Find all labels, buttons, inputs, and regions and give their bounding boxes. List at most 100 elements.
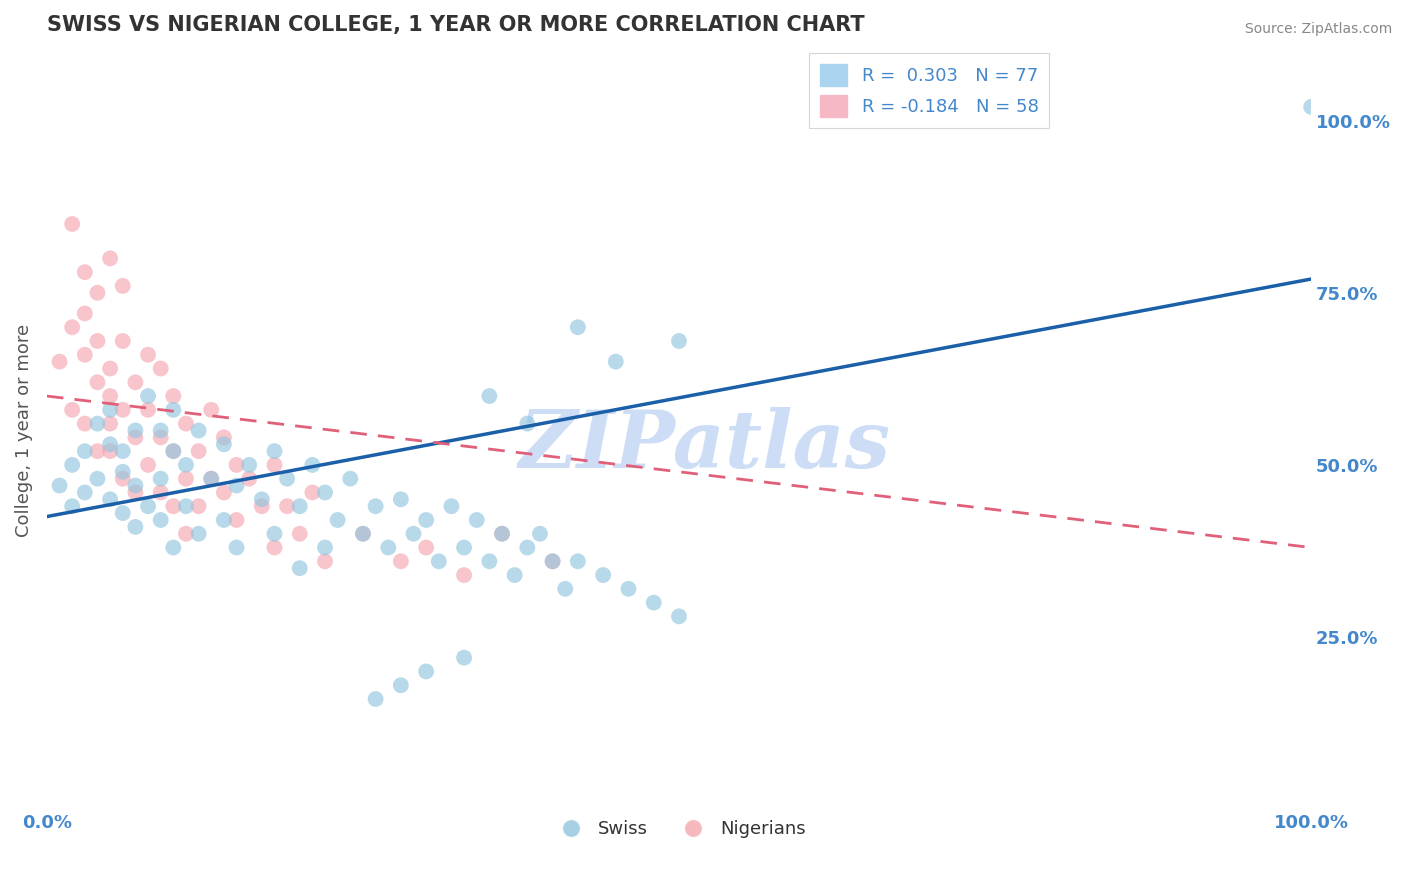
Point	[149, 361, 172, 376]
Point	[162, 541, 184, 555]
Point	[529, 526, 551, 541]
Point	[276, 500, 298, 514]
Point	[465, 513, 488, 527]
Point	[187, 424, 209, 438]
Point	[402, 526, 425, 541]
Point	[617, 582, 640, 596]
Point	[149, 513, 172, 527]
Point	[149, 485, 172, 500]
Point	[174, 458, 197, 472]
Point	[554, 582, 576, 596]
Point	[200, 472, 222, 486]
Point	[162, 402, 184, 417]
Legend: Swiss, Nigerians: Swiss, Nigerians	[546, 814, 813, 846]
Point	[288, 500, 311, 514]
Point	[60, 500, 83, 514]
Point	[541, 554, 564, 568]
Point	[98, 402, 121, 417]
Point	[174, 500, 197, 514]
Point	[415, 665, 437, 679]
Point	[225, 458, 247, 472]
Point	[162, 444, 184, 458]
Point	[124, 376, 146, 390]
Point	[136, 402, 159, 417]
Point	[377, 541, 399, 555]
Point	[314, 485, 336, 500]
Point	[516, 541, 538, 555]
Point	[605, 354, 627, 368]
Point	[73, 306, 96, 320]
Point	[415, 541, 437, 555]
Point	[225, 478, 247, 492]
Point	[86, 334, 108, 348]
Point	[60, 320, 83, 334]
Point	[98, 252, 121, 266]
Point	[98, 361, 121, 376]
Point	[124, 520, 146, 534]
Point	[225, 541, 247, 555]
Point	[187, 444, 209, 458]
Point	[60, 402, 83, 417]
Point	[643, 596, 665, 610]
Point	[238, 458, 260, 472]
Point	[503, 568, 526, 582]
Point	[111, 334, 134, 348]
Point	[98, 389, 121, 403]
Y-axis label: College, 1 year or more: College, 1 year or more	[15, 324, 32, 537]
Point	[111, 402, 134, 417]
Point	[73, 417, 96, 431]
Point	[478, 554, 501, 568]
Point	[111, 465, 134, 479]
Point	[73, 444, 96, 458]
Point	[162, 389, 184, 403]
Point	[453, 650, 475, 665]
Point	[187, 500, 209, 514]
Point	[263, 541, 285, 555]
Point	[339, 472, 361, 486]
Point	[86, 417, 108, 431]
Point	[288, 561, 311, 575]
Point	[263, 526, 285, 541]
Point	[174, 526, 197, 541]
Point	[250, 492, 273, 507]
Point	[48, 478, 70, 492]
Point	[212, 437, 235, 451]
Point	[98, 437, 121, 451]
Point	[136, 458, 159, 472]
Point	[415, 513, 437, 527]
Point	[668, 609, 690, 624]
Point	[174, 472, 197, 486]
Point	[200, 402, 222, 417]
Point	[111, 472, 134, 486]
Point	[86, 444, 108, 458]
Point	[187, 526, 209, 541]
Point	[111, 506, 134, 520]
Point	[314, 554, 336, 568]
Point	[364, 692, 387, 706]
Point	[567, 320, 589, 334]
Point	[73, 348, 96, 362]
Point	[162, 500, 184, 514]
Point	[389, 678, 412, 692]
Point	[86, 376, 108, 390]
Point	[427, 554, 450, 568]
Point	[668, 334, 690, 348]
Point	[592, 568, 614, 582]
Point	[1301, 100, 1323, 114]
Point	[149, 472, 172, 486]
Point	[212, 430, 235, 444]
Point	[491, 526, 513, 541]
Point	[440, 500, 463, 514]
Point	[149, 424, 172, 438]
Point	[212, 513, 235, 527]
Point	[238, 472, 260, 486]
Point	[352, 526, 374, 541]
Point	[314, 541, 336, 555]
Point	[567, 554, 589, 568]
Point	[136, 389, 159, 403]
Point	[364, 500, 387, 514]
Point	[263, 458, 285, 472]
Point	[124, 485, 146, 500]
Point	[389, 492, 412, 507]
Point	[263, 444, 285, 458]
